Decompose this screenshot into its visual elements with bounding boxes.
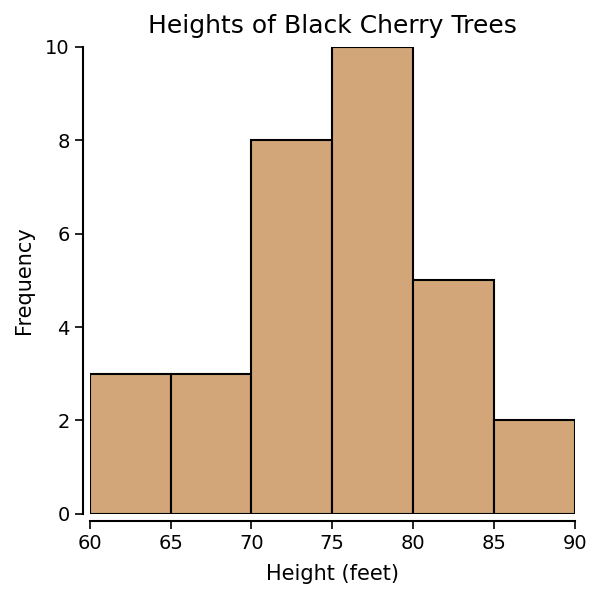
Bar [171,374,251,514]
Bar [494,420,575,514]
Title: Heights of Black Cherry Trees: Heights of Black Cherry Trees [148,14,517,38]
Bar [413,280,494,514]
X-axis label: Height (feet): Height (feet) [266,564,399,584]
Bar [251,140,332,514]
Bar [90,374,171,514]
Bar [332,47,413,514]
Y-axis label: Frequency: Frequency [14,227,34,334]
